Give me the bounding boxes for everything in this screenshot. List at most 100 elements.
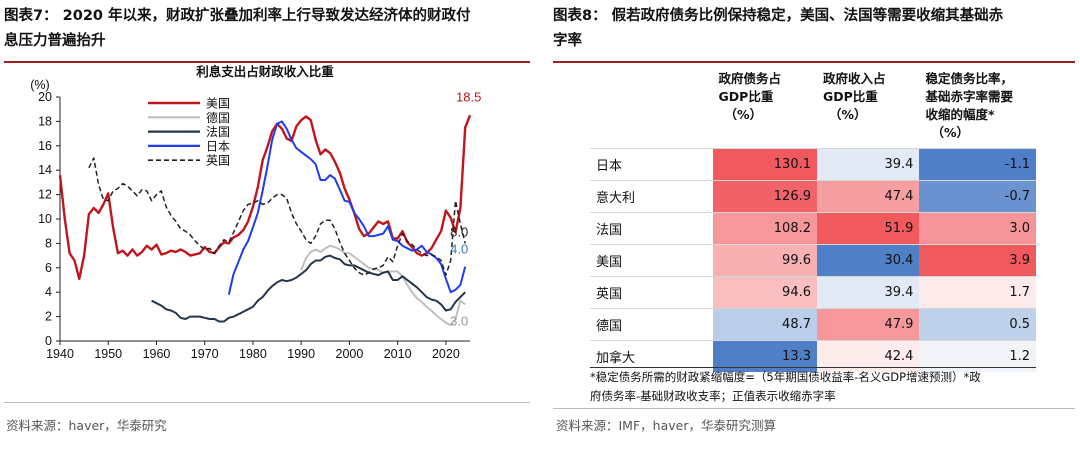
- end-label-japan: 4.0: [450, 242, 468, 257]
- legend-label-japan: 日本: [206, 139, 230, 153]
- x-tick-label: 2010: [384, 347, 412, 361]
- x-tick-label: 1960: [143, 347, 171, 361]
- debt-cell: 126.9: [712, 180, 817, 213]
- y-tick-label: 16: [38, 139, 52, 153]
- end-label-us: 18.5: [456, 89, 481, 104]
- revenue-cell: 30.4: [817, 244, 920, 277]
- header-line: GDP比重: [823, 89, 878, 104]
- series-line-france: [151, 254, 466, 323]
- end-label-uk: 8.0: [450, 224, 468, 239]
- adjust-cell: 3.9: [919, 244, 1036, 277]
- table-row: 法国 108.2 51.9 3.0: [590, 212, 1036, 245]
- y-tick-label: 2: [45, 310, 52, 324]
- header-line: GDP比重: [718, 89, 774, 104]
- legend-label-uk: 英国: [206, 154, 230, 168]
- header-revenue: 政府收入占 GDP比重 （%）: [817, 66, 919, 149]
- right-source: 资料来源：IMF，haver，华泰研究测算: [556, 418, 776, 433]
- debt-cell: 99.6: [712, 244, 817, 277]
- footnote-line2: 府债务率-基础财政收支率；正值表示收缩赤字率: [590, 389, 836, 403]
- country-cell: 美国: [590, 244, 713, 277]
- series-line-japan: [227, 120, 467, 295]
- y-tick-label: 8: [45, 236, 52, 250]
- footnote-line1: *稳定债务所需的财政紧缩幅度=（5年期国债收益率-名义GDP增速预测）*政: [590, 370, 981, 384]
- country-cell: 英国: [590, 276, 713, 309]
- right-source-rule: [553, 408, 1075, 409]
- header-country: [590, 66, 713, 149]
- adjust-cell: 3.0: [919, 212, 1036, 245]
- y-tick-label: 0: [45, 334, 52, 348]
- right-title-line1: 图表8： 假若政府债务比例保持稳定，美国、法国等需要收缩其基础赤: [553, 8, 1004, 24]
- country-cell: 意大利: [590, 180, 713, 213]
- left-title-line1: 图表7： 2020 年以来，财政扩张叠加利率上行导致发达经济体的财政付: [4, 8, 471, 24]
- right-title-rule: [553, 61, 1075, 63]
- y-tick-label: 18: [38, 114, 52, 128]
- header-adjust: 稳定债务比率， 基础赤字率需要 收缩的幅度* （%）: [919, 66, 1036, 149]
- country-cell: 日本: [590, 148, 713, 181]
- table-header-row: 政府债务占 GDP比重 （%） 政府收入占 GDP比重 （%） 稳定债务比率， 基础赤字率…: [590, 66, 1036, 149]
- x-tick-label: 1990: [287, 347, 315, 361]
- debt-cell: 48.7: [712, 308, 817, 341]
- x-tick-label: 1940: [46, 347, 74, 361]
- revenue-cell: 47.4: [817, 180, 920, 213]
- heatmap-table: 政府债务占 GDP比重 （%） 政府收入占 GDP比重 （%） 稳定债务比率， 基础赤字率…: [590, 66, 1036, 372]
- revenue-cell: 47.9: [817, 308, 920, 341]
- country-cell: 加拿大: [590, 340, 713, 372]
- header-debt: 政府债务占 GDP比重 （%）: [713, 66, 817, 149]
- header-line: 基础赤字率需要: [925, 89, 1013, 104]
- table-row: 加拿大 13.3 42.4 1.2: [590, 340, 1036, 372]
- series-line-uk: [88, 157, 466, 276]
- legend-label-germany: 德国: [206, 110, 230, 125]
- x-tick-label: 2020: [432, 347, 460, 361]
- country-cell: 法国: [590, 212, 713, 245]
- debt-cell: 108.2: [712, 212, 817, 245]
- adjust-cell: -0.7: [919, 180, 1036, 213]
- adjust-cell: -1.1: [919, 148, 1036, 181]
- left-title-line2: 息压力普遍抬升: [4, 33, 106, 49]
- table-bottom-rule: [590, 367, 1036, 368]
- y-tick-label: 20: [38, 90, 52, 104]
- header-line: 政府债务占: [718, 71, 782, 86]
- legend-label-france: 法国: [206, 125, 230, 139]
- header-line: 政府收入占: [823, 71, 886, 86]
- table-row: 英国 94.6 39.4 1.7: [590, 276, 1036, 309]
- adjust-cell: 1.7: [919, 276, 1036, 309]
- end-label-germany: 3.0: [450, 313, 468, 328]
- right-chart-title: 图表8： 假若政府债务比例保持稳定，美国、法国等需要收缩其基础赤 字率: [553, 4, 1078, 54]
- chart-title: 利息支出占财政收入比重: [196, 64, 334, 79]
- revenue-cell: 39.4: [817, 148, 920, 181]
- table-row: 日本 130.1 39.4 -1.1: [590, 148, 1036, 181]
- table-row: 德国 48.7 47.9 0.5: [590, 308, 1036, 341]
- x-tick-label: 2000: [336, 347, 364, 361]
- right-title-line2: 字率: [553, 33, 582, 49]
- revenue-cell: 42.4: [817, 340, 920, 372]
- country-cell: 德国: [590, 308, 713, 341]
- legend-label-us: 美国: [206, 97, 230, 111]
- table-footnote: *稳定债务所需的财政紧缩幅度=（5年期国债收益率-名义GDP增速预测）*政 府债…: [590, 368, 1060, 406]
- y-tick-label: 6: [45, 261, 52, 275]
- series-line-us: [58, 114, 472, 280]
- adjust-cell: 1.2: [919, 340, 1036, 372]
- adjust-cell: 0.5: [919, 308, 1036, 341]
- left-source-rule: [4, 402, 530, 403]
- header-line: （%）: [931, 125, 969, 140]
- table-row: 意大利 126.9 47.4 -0.7: [590, 180, 1036, 213]
- revenue-cell: 39.4: [817, 276, 920, 309]
- header-line: （%）: [829, 107, 867, 122]
- y-tick-label: 14: [38, 163, 52, 177]
- y-tick-label: 10: [38, 212, 52, 226]
- debt-cell: 13.3: [712, 340, 817, 372]
- debt-cell: 130.1: [712, 148, 817, 181]
- left-chart-title: 图表7： 2020 年以来，财政扩张叠加利率上行导致发达经济体的财政付 息压力普…: [4, 4, 532, 54]
- header-line: （%）: [724, 107, 763, 122]
- left-source: 资料来源：haver，华泰研究: [6, 418, 167, 433]
- header-line: 稳定债务比率，: [925, 71, 1013, 86]
- revenue-cell: 51.9: [817, 212, 920, 245]
- header-line: 收缩的幅度*: [925, 107, 995, 122]
- x-tick-label: 1980: [239, 347, 267, 361]
- y-axis-unit: (%): [30, 78, 49, 92]
- y-tick-label: 4: [45, 285, 52, 299]
- debt-cell: 94.6: [712, 276, 817, 309]
- x-tick-label: 1950: [94, 347, 122, 361]
- left-title-rule: [4, 61, 530, 63]
- line-chart: 利息支出占财政收入比重 (%) 0 2 4 6 8 10 12 14 16 18 20 1940 1950 1…: [30, 64, 481, 361]
